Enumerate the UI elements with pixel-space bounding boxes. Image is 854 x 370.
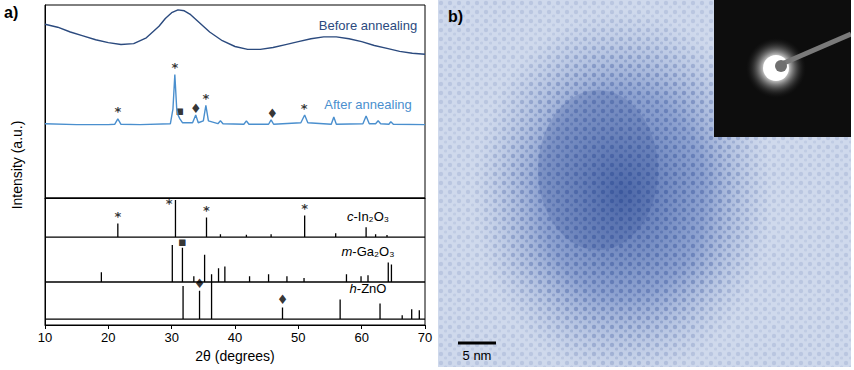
svg-text:*: * <box>203 203 210 218</box>
svg-text:c: c <box>346 208 354 224</box>
svg-text:60: 60 <box>354 330 368 345</box>
svg-text:*: * <box>166 196 173 211</box>
svg-text:*: * <box>301 101 308 116</box>
svg-text:m: m <box>342 244 353 259</box>
svg-text:-Ga₂O₃: -Ga₂O₃ <box>352 244 394 259</box>
svg-text:20: 20 <box>101 330 115 345</box>
svg-text:b): b) <box>448 8 463 25</box>
svg-text:30: 30 <box>164 330 178 345</box>
svg-text:*: * <box>114 104 121 119</box>
svg-text:♦: ♦ <box>190 101 202 116</box>
svg-text:*: * <box>114 209 121 224</box>
svg-text:Before annealing: Before annealing <box>319 18 417 33</box>
svg-text:*: * <box>171 60 178 75</box>
svg-text:-In₂O₃: -In₂O₃ <box>353 209 389 224</box>
svg-text:2θ (degrees): 2θ (degrees) <box>195 348 274 364</box>
svg-text:*: * <box>301 201 308 216</box>
svg-text:10: 10 <box>38 330 52 345</box>
svg-text:♦: ♦ <box>194 276 206 291</box>
svg-text:h: h <box>350 281 357 296</box>
svg-text:70: 70 <box>418 330 432 345</box>
svg-text:After annealing: After annealing <box>324 97 411 112</box>
svg-text:♦: ♦ <box>277 292 289 307</box>
svg-text:50: 50 <box>291 330 305 345</box>
svg-text:40: 40 <box>228 330 242 345</box>
svg-text:a): a) <box>4 4 18 21</box>
svg-text:-ZnO: -ZnO <box>357 281 387 296</box>
svg-text:Intensity (a.u.): Intensity (a.u.) <box>9 121 25 210</box>
svg-text:5 nm: 5 nm <box>463 348 492 363</box>
svg-text:*: * <box>202 91 209 106</box>
svg-text:♦: ♦ <box>267 106 279 121</box>
